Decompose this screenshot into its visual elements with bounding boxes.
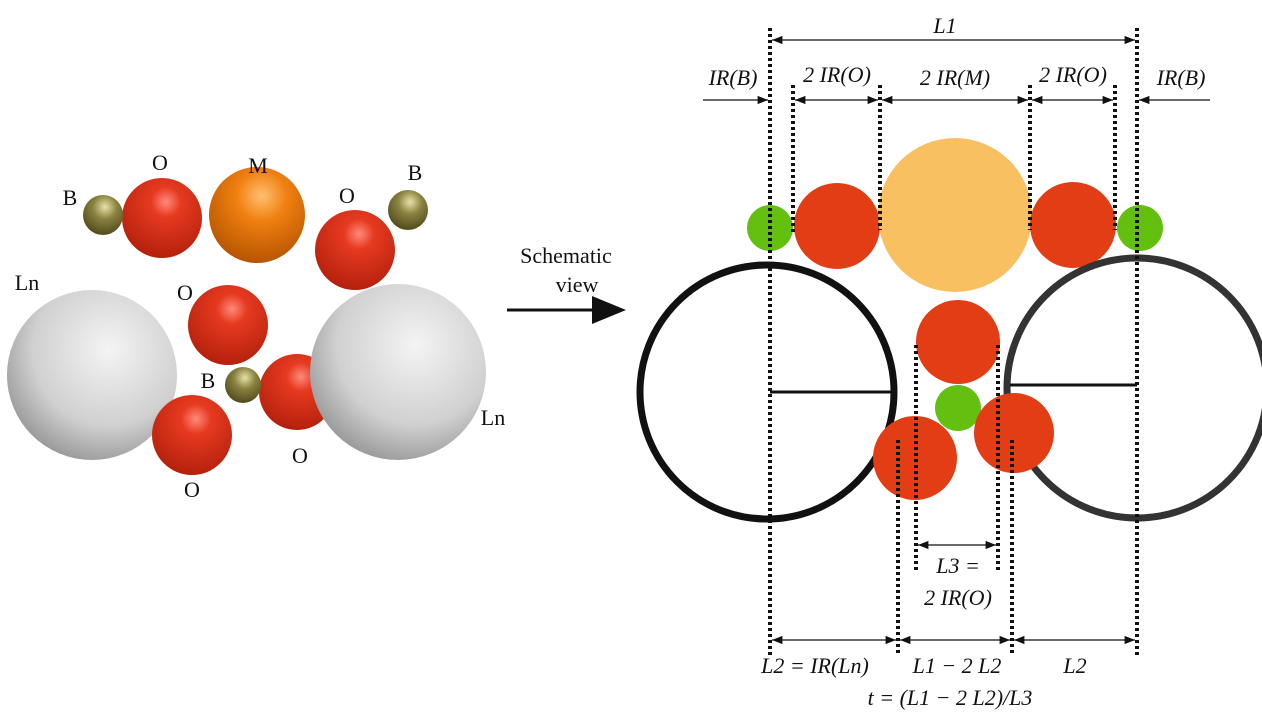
ball-model: B O M O B Ln O B O Ln O <box>7 150 505 502</box>
dim-label: 2 IR(O) <box>1039 62 1107 87</box>
sphere-o <box>152 395 232 475</box>
diagram: B O M O B Ln O B O Ln O Schematic view L… <box>0 0 1262 713</box>
dim-label: 2 IR(O) <box>803 62 871 87</box>
dim-label: L2 = IR(Ln) <box>760 653 869 678</box>
dim-label: L1 − 2 L2 <box>912 653 1002 678</box>
dim-label: L1 <box>932 13 956 38</box>
sphere-o <box>315 210 395 290</box>
atom-label: O <box>184 477 200 502</box>
dim-label: IR(B) <box>1156 65 1206 90</box>
dim-label: L3 = <box>935 553 980 578</box>
page: B O M O B Ln O B O Ln O Schematic view L… <box>0 0 1262 713</box>
atom-label: O <box>292 443 308 468</box>
dim-label: 2 IR(O) <box>924 585 992 610</box>
sphere-o <box>122 178 202 258</box>
formula: t = (L1 − 2 L2)/L3 <box>868 685 1033 710</box>
atom-label: Ln <box>15 270 39 295</box>
atom-label: B <box>63 185 78 210</box>
circle-b <box>935 385 981 431</box>
atom-label: B <box>201 368 216 393</box>
sphere-b <box>225 367 261 403</box>
dim-label: IR(B) <box>708 65 758 90</box>
sphere-b <box>388 190 428 230</box>
sphere-ln <box>310 284 486 460</box>
atom-label: O <box>177 280 193 305</box>
circle-o <box>794 183 880 269</box>
circle-o <box>1030 182 1116 268</box>
circle-b <box>1117 205 1163 251</box>
circle-m <box>878 138 1032 292</box>
atom-label: O <box>339 183 355 208</box>
atom-label: Ln <box>481 405 505 430</box>
sphere-o <box>188 285 268 365</box>
circle-ln <box>1007 258 1262 518</box>
circle-o <box>873 416 957 500</box>
sphere-ln <box>7 290 177 460</box>
circle-o <box>916 300 1000 384</box>
sphere-b <box>83 195 123 235</box>
dim-label: L2 <box>1062 653 1086 678</box>
schematic: L1 IR(B) 2 IR(O) 2 IR(M) 2 IR(O) IR(B) L… <box>640 13 1262 710</box>
arrow-caption: view <box>556 272 599 297</box>
arrow-caption: Schematic <box>520 243 612 268</box>
atom-label: O <box>152 150 168 175</box>
view-arrowhead <box>592 296 626 324</box>
dim-label: 2 IR(M) <box>920 65 990 90</box>
atom-label: B <box>408 160 423 185</box>
sphere-m <box>209 167 305 263</box>
atom-label: M <box>248 153 268 178</box>
